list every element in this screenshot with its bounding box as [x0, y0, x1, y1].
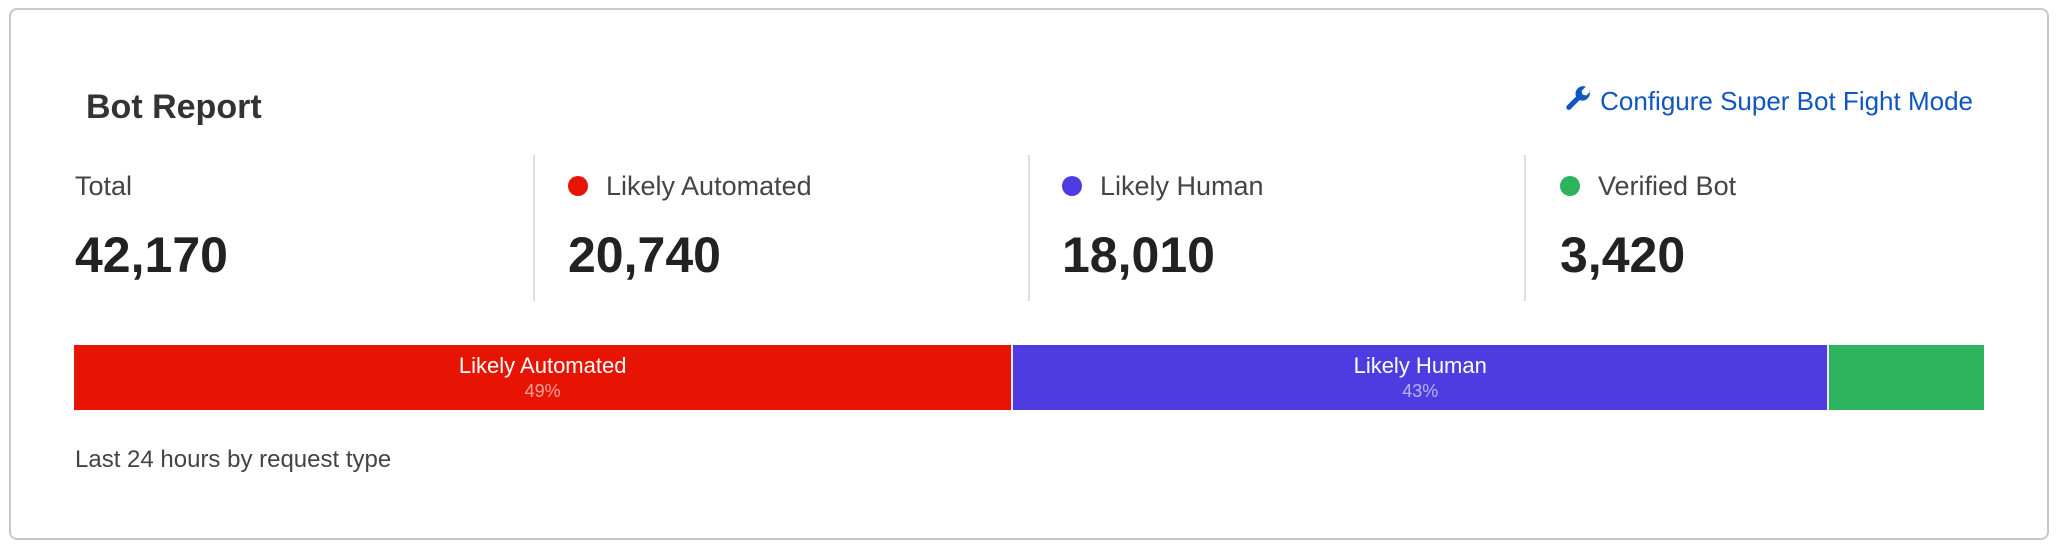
stat-value: 42,170 [75, 227, 228, 283]
stat-label: Likely Human [1100, 170, 1264, 201]
segment-label: Likely Human [1353, 353, 1487, 378]
wrench-icon [1564, 84, 1592, 119]
divider [1028, 155, 1030, 301]
request-type-bar: Likely Automated 49% Likely Human 43% [74, 345, 1984, 410]
stat-value: 20,740 [568, 227, 721, 283]
bar-segment-verified-bot[interactable] [1829, 345, 1984, 410]
stat-label: Total [75, 170, 133, 201]
configure-link-label: Configure Super Bot Fight Mode [1600, 86, 1973, 116]
stat-verified-bot: Verified Bot 3,420 [1560, 168, 1736, 284]
bar-segment-likely-automated[interactable]: Likely Automated 49% [74, 345, 1014, 410]
stat-value: 3,420 [1560, 227, 1686, 283]
stat-likely-human: Likely Human 18,010 [1062, 168, 1264, 284]
stat-label: Likely Automated [606, 170, 812, 201]
segment-percent: 43% [1402, 381, 1439, 401]
green-dot-icon [1560, 176, 1580, 196]
footer-caption: Last 24 hours by request type [75, 446, 392, 473]
segment-label: Likely Automated [458, 353, 627, 378]
stat-label: Verified Bot [1598, 170, 1737, 201]
segment-percent: 49% [524, 381, 561, 401]
stat-value: 18,010 [1062, 227, 1215, 283]
purple-dot-icon [1062, 176, 1082, 196]
bot-report-card: Bot Report Configure Super Bot Fight Mod… [9, 8, 2049, 540]
divider [533, 155, 535, 301]
stat-likely-automated: Likely Automated 20,740 [568, 168, 812, 284]
bar-segment-likely-human[interactable]: Likely Human 43% [1013, 345, 1830, 410]
configure-super-bot-fight-mode-link[interactable]: Configure Super Bot Fight Mode [1564, 84, 1973, 119]
red-dot-icon [568, 176, 588, 196]
stat-total: Total 42,170 [75, 168, 228, 284]
divider [1524, 155, 1526, 301]
card-title: Bot Report [86, 88, 262, 126]
